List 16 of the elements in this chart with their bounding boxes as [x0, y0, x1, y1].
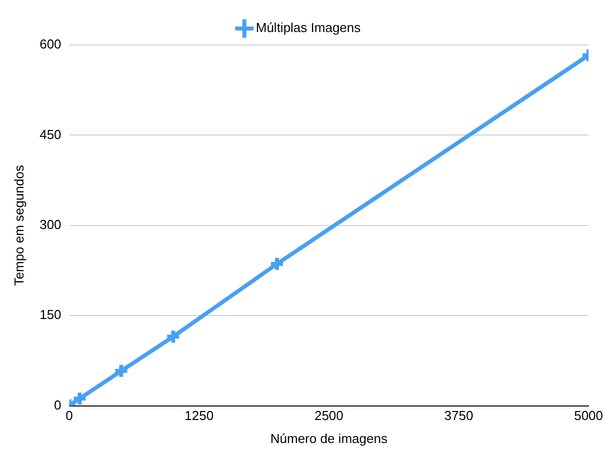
x-tick-label: 1250 — [184, 408, 214, 424]
point — [72, 390, 88, 406]
point — [165, 328, 182, 345]
point — [113, 362, 130, 379]
y-tick-label: 150 — [40, 307, 62, 322]
y-tick-label: 300 — [40, 216, 62, 232]
x-tick-label: 3750 — [444, 408, 474, 424]
y-axis-title: Tempo em segundos — [11, 164, 26, 286]
x-tick-label: 2500 — [314, 408, 344, 424]
y-tick-label: 450 — [40, 126, 62, 142]
y-tick-label: 600 — [40, 36, 62, 52]
x-tick-label: 5000 — [574, 408, 603, 424]
legend-label: Múltiplas Imagens — [256, 20, 362, 36]
y-tick-label: 0 — [54, 397, 62, 412]
x-axis-title: Número de imagens — [270, 430, 388, 446]
x-tick-label: 0 — [66, 408, 73, 424]
